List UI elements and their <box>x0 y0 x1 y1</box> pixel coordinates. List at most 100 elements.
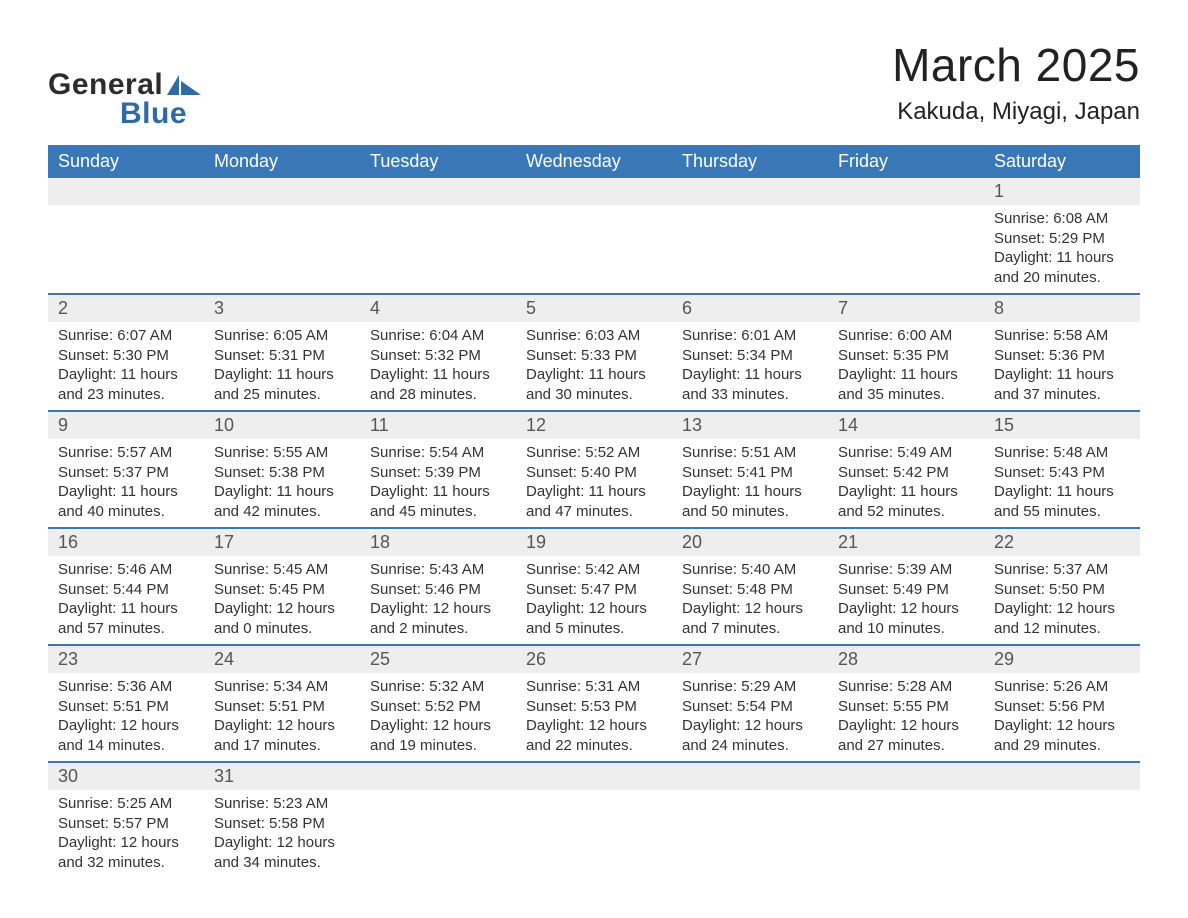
day-detail-line: Sunrise: 5:46 AM <box>58 560 194 580</box>
day-number <box>984 763 1140 790</box>
day-detail-line: and 42 minutes. <box>214 502 350 522</box>
day-detail-line: Sunrise: 5:25 AM <box>58 794 194 814</box>
day-detail-line: and 37 minutes. <box>994 385 1130 405</box>
day-number-strip: 1 <box>48 178 1140 205</box>
day-detail-line: Sunset: 5:41 PM <box>682 463 818 483</box>
day-number: 2 <box>48 295 204 322</box>
day-detail-line: Daylight: 11 hours <box>994 365 1130 385</box>
day-number: 21 <box>828 529 984 556</box>
day-number: 18 <box>360 529 516 556</box>
day-number: 10 <box>204 412 360 439</box>
day-detail-line: and 32 minutes. <box>58 853 194 873</box>
day-detail: Sunrise: 5:32 AMSunset: 5:52 PMDaylight:… <box>360 673 516 761</box>
day-detail-line: Sunset: 5:35 PM <box>838 346 974 366</box>
day-detail-line: and 35 minutes. <box>838 385 974 405</box>
day-detail-line: Sunrise: 5:49 AM <box>838 443 974 463</box>
day-detail-line: Daylight: 12 hours <box>994 716 1130 736</box>
day-detail-line: Sunset: 5:56 PM <box>994 697 1130 717</box>
day-number <box>48 178 204 205</box>
day-detail-line: Sunset: 5:33 PM <box>526 346 662 366</box>
day-detail-line: and 5 minutes. <box>526 619 662 639</box>
day-number: 31 <box>204 763 360 790</box>
day-detail-line: Sunrise: 6:01 AM <box>682 326 818 346</box>
dow-thursday: Thursday <box>672 145 828 178</box>
day-detail-line: Sunrise: 5:28 AM <box>838 677 974 697</box>
day-detail <box>360 205 516 293</box>
day-detail-line: Daylight: 12 hours <box>682 716 818 736</box>
day-number: 5 <box>516 295 672 322</box>
day-detail-strip: Sunrise: 5:25 AMSunset: 5:57 PM Daylight:… <box>48 790 1140 878</box>
day-detail-line: Sunset: 5:57 PM <box>58 814 194 834</box>
day-detail-line: Daylight: 12 hours <box>370 599 506 619</box>
day-detail-line: Sunrise: 6:07 AM <box>58 326 194 346</box>
day-detail-line: and 57 minutes. <box>58 619 194 639</box>
day-detail-line: Daylight: 12 hours <box>526 716 662 736</box>
day-detail: Sunrise: 5:43 AMSunset: 5:46 PMDaylight:… <box>360 556 516 644</box>
day-detail: Sunrise: 6:04 AMSunset: 5:32 PMDaylight:… <box>360 322 516 410</box>
dow-saturday: Saturday <box>984 145 1140 178</box>
weeks-container: 1Sunrise: 6:08 AMSunset: 5:29 PMDaylight… <box>48 178 1140 878</box>
dow-wednesday: Wednesday <box>516 145 672 178</box>
day-number: 15 <box>984 412 1140 439</box>
day-detail-line: Daylight: 11 hours <box>526 482 662 502</box>
day-detail-line: and 33 minutes. <box>682 385 818 405</box>
dow-sunday: Sunday <box>48 145 204 178</box>
day-detail: Sunrise: 6:03 AMSunset: 5:33 PMDaylight:… <box>516 322 672 410</box>
day-detail-line: Sunrise: 5:23 AM <box>214 794 350 814</box>
day-detail: Sunrise: 6:05 AMSunset: 5:31 PMDaylight:… <box>204 322 360 410</box>
day-detail: Sunrise: 5:58 AMSunset: 5:36 PMDaylight:… <box>984 322 1140 410</box>
day-detail <box>672 205 828 293</box>
title-block: March 2025 Kakuda, Miyagi, Japan <box>892 38 1140 126</box>
day-detail-line: Sunrise: 5:58 AM <box>994 326 1130 346</box>
day-detail-line: and 17 minutes. <box>214 736 350 756</box>
day-detail: Sunrise: 6:08 AMSunset: 5:29 PMDaylight:… <box>984 205 1140 293</box>
day-detail-line: Daylight: 12 hours <box>526 599 662 619</box>
day-detail-line: Sunrise: 5:42 AM <box>526 560 662 580</box>
day-number <box>672 763 828 790</box>
day-detail <box>516 790 672 878</box>
day-detail-line: and 40 minutes. <box>58 502 194 522</box>
day-number: 7 <box>828 295 984 322</box>
day-detail-line: and 34 minutes. <box>214 853 350 873</box>
day-detail-line: Sunrise: 5:29 AM <box>682 677 818 697</box>
day-detail-line: Sunrise: 5:51 AM <box>682 443 818 463</box>
day-detail: Sunrise: 5:57 AMSunset: 5:37 PMDaylight:… <box>48 439 204 527</box>
day-detail-line: Sunset: 5:39 PM <box>370 463 506 483</box>
day-detail-line: Sunset: 5:55 PM <box>838 697 974 717</box>
day-detail: Sunrise: 5:51 AMSunset: 5:41 PMDaylight:… <box>672 439 828 527</box>
day-detail-line: and 47 minutes. <box>526 502 662 522</box>
day-detail-line: Sunset: 5:31 PM <box>214 346 350 366</box>
day-detail: Sunrise: 5:26 AMSunset: 5:56 PMDaylight:… <box>984 673 1140 761</box>
day-detail-line: Daylight: 11 hours <box>370 365 506 385</box>
day-detail-line: Sunset: 5:51 PM <box>214 697 350 717</box>
day-number: 27 <box>672 646 828 673</box>
day-detail-line: Sunrise: 5:55 AM <box>214 443 350 463</box>
day-detail-line: Sunset: 5:32 PM <box>370 346 506 366</box>
day-number <box>360 763 516 790</box>
day-detail-line: Daylight: 11 hours <box>214 482 350 502</box>
day-detail-line: Daylight: 12 hours <box>838 599 974 619</box>
day-detail: Sunrise: 5:29 AMSunset: 5:54 PMDaylight:… <box>672 673 828 761</box>
day-detail: Sunrise: 5:45 AMSunset: 5:45 PMDaylight:… <box>204 556 360 644</box>
day-detail-line: Daylight: 12 hours <box>214 716 350 736</box>
day-detail-line: Daylight: 11 hours <box>214 365 350 385</box>
day-detail-line: Sunset: 5:58 PM <box>214 814 350 834</box>
day-detail-strip: Sunrise: 6:08 AMSunset: 5:29 PMDaylight:… <box>48 205 1140 293</box>
day-detail-line: Daylight: 12 hours <box>214 833 350 853</box>
day-detail-line: and 22 minutes. <box>526 736 662 756</box>
day-detail-line: Sunrise: 6:05 AM <box>214 326 350 346</box>
day-detail-line: Sunset: 5:40 PM <box>526 463 662 483</box>
day-number-strip: 2345678 <box>48 295 1140 322</box>
day-number <box>204 178 360 205</box>
day-detail: Sunrise: 5:36 AMSunset: 5:51 PMDaylight:… <box>48 673 204 761</box>
day-detail-line: Daylight: 12 hours <box>58 716 194 736</box>
day-number-strip: 16171819202122 <box>48 529 1140 556</box>
day-number: 19 <box>516 529 672 556</box>
day-detail-line: Daylight: 11 hours <box>58 482 194 502</box>
day-detail-line: and 12 minutes. <box>994 619 1130 639</box>
day-detail <box>672 790 828 878</box>
day-number: 13 <box>672 412 828 439</box>
day-number: 29 <box>984 646 1140 673</box>
day-detail-line: Sunrise: 5:45 AM <box>214 560 350 580</box>
day-number-strip: 3031 <box>48 763 1140 790</box>
